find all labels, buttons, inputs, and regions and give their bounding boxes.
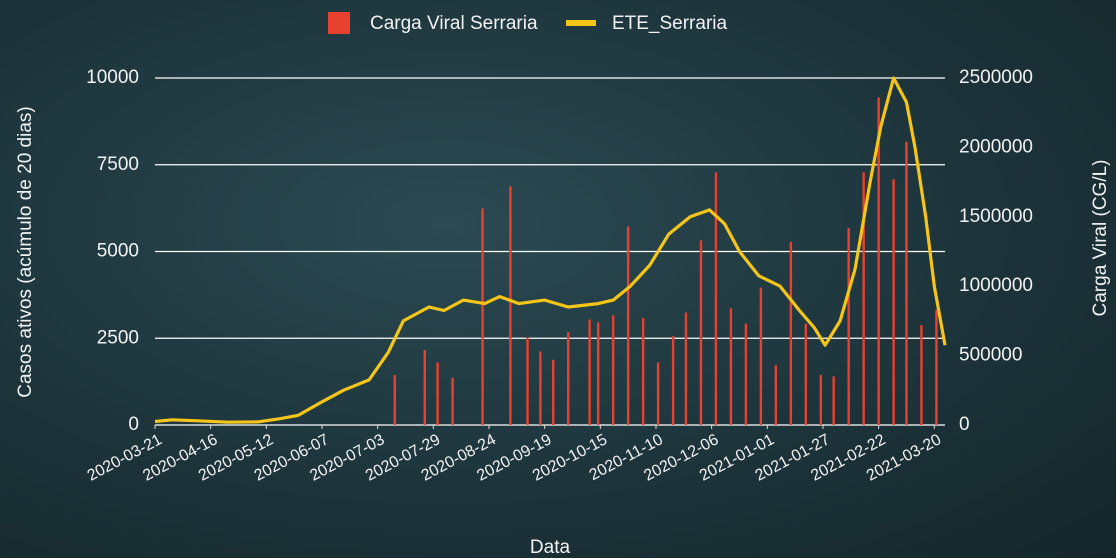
bar (877, 97, 880, 425)
y-tick-label: 0 (128, 414, 139, 435)
bar (759, 287, 763, 425)
bar (611, 315, 615, 425)
bar (596, 322, 600, 425)
bar (526, 337, 529, 425)
y-tick-label: 2500 (97, 327, 139, 348)
bar (626, 226, 630, 425)
bar (566, 332, 570, 425)
bar (481, 208, 484, 425)
bar (920, 325, 923, 425)
bar (656, 362, 660, 425)
y2-tick-label: 2000000 (959, 136, 1033, 157)
y2-tick-label: 2500000 (959, 67, 1033, 88)
bar (789, 241, 793, 425)
y2-tick-label: 1000000 (959, 275, 1033, 296)
y2-tick-label: 0 (959, 414, 970, 435)
bar (935, 309, 938, 425)
bar (832, 376, 835, 425)
bar (774, 365, 778, 425)
bar (819, 375, 823, 425)
y-tick-label: 5000 (97, 241, 139, 262)
bar (436, 362, 439, 425)
bar (714, 172, 718, 425)
bar (699, 240, 703, 425)
y2-tick-label: 500000 (959, 345, 1022, 366)
bar (539, 351, 542, 425)
legend-label: Carga Viral Serraria (370, 13, 538, 34)
x-axis-title: Data (530, 537, 571, 558)
bar (684, 312, 688, 425)
bar (892, 179, 895, 425)
y-tick-label: 7500 (97, 154, 139, 175)
bar (744, 323, 748, 425)
legend-swatch (565, 20, 596, 26)
bar (847, 227, 850, 425)
legend-label: ETE_Serraria (612, 13, 728, 34)
y-tick-label: 10000 (86, 67, 139, 88)
y2-tick-label: 1500000 (959, 206, 1033, 227)
line (154, 76, 947, 424)
bar (509, 186, 512, 425)
bar (729, 308, 733, 425)
bar (451, 377, 454, 425)
bar (423, 350, 426, 425)
y-axis-title: Casos ativos (acúmulo de 20 dias) (15, 106, 36, 397)
bar (804, 323, 808, 425)
legend-swatch (328, 12, 350, 34)
bar (552, 359, 555, 425)
bar (862, 172, 865, 425)
bar (641, 318, 645, 425)
bar (393, 375, 396, 425)
y2-axis-title: Carga Viral (CG/L) (1090, 160, 1111, 317)
bar (671, 336, 675, 425)
bar (905, 141, 908, 425)
bar (588, 319, 591, 425)
